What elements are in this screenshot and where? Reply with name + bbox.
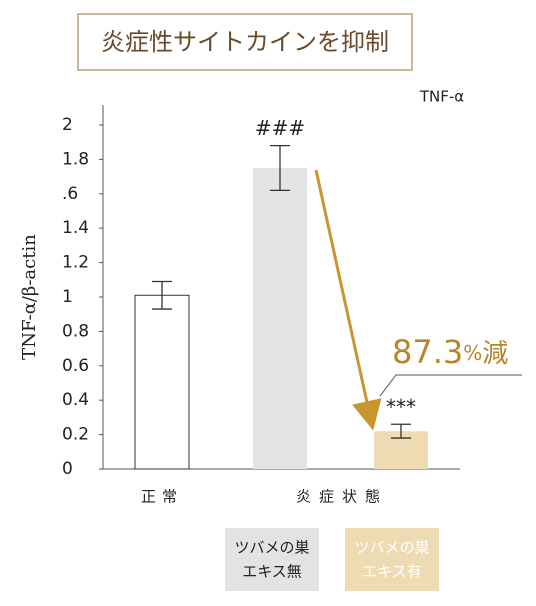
legend-label: ツバメの巣 (354, 539, 429, 557)
y-tick-label: 2 (62, 115, 73, 135)
reduction-word: 減 (482, 339, 508, 369)
chart-title: 炎症性サイトカインを抑制 (101, 28, 389, 56)
error-bar (270, 144, 290, 192)
reduction-arrow (314, 169, 382, 431)
significance-label: ### (255, 116, 305, 140)
reduction-unit: % (463, 341, 482, 365)
y-tick-label: 0.2 (62, 425, 89, 445)
y-tick-label: 0.8 (62, 321, 89, 341)
error-bar (391, 423, 411, 439)
x-tick-label: 正常 (141, 488, 183, 506)
y-tick-label: 0.6 (62, 356, 89, 376)
bar (134, 294, 190, 470)
y-tick-label: 1 (62, 287, 73, 307)
legend-swatch (225, 528, 319, 591)
y-tick-label: 0 (62, 459, 73, 479)
subtitle: TNF-α (419, 88, 464, 106)
y-axis-label: TNF-α/β-actin (19, 234, 40, 360)
legend-label: エキス無 (242, 563, 302, 581)
reduction-number: 87.3 (392, 333, 463, 371)
title-box (77, 13, 413, 71)
legend-swatch (345, 528, 439, 591)
error-bar (152, 280, 172, 310)
legend-label: エキス有 (362, 563, 422, 581)
y-tick-label: 1.2 (62, 253, 89, 273)
legend-label: ツバメの巣 (234, 539, 309, 557)
y-tick-label: 1.8 (62, 149, 89, 169)
group-label: 炎症状態 (296, 488, 388, 506)
y-tick-label: 0.4 (62, 390, 89, 410)
significance-label: *** (386, 395, 416, 419)
y-tick-label: .6 (62, 184, 78, 204)
bar (253, 168, 307, 469)
callout-line (379, 374, 522, 397)
reduction-label: 87.3%減 (392, 333, 508, 371)
y-tick-label: 1.4 (62, 218, 89, 238)
